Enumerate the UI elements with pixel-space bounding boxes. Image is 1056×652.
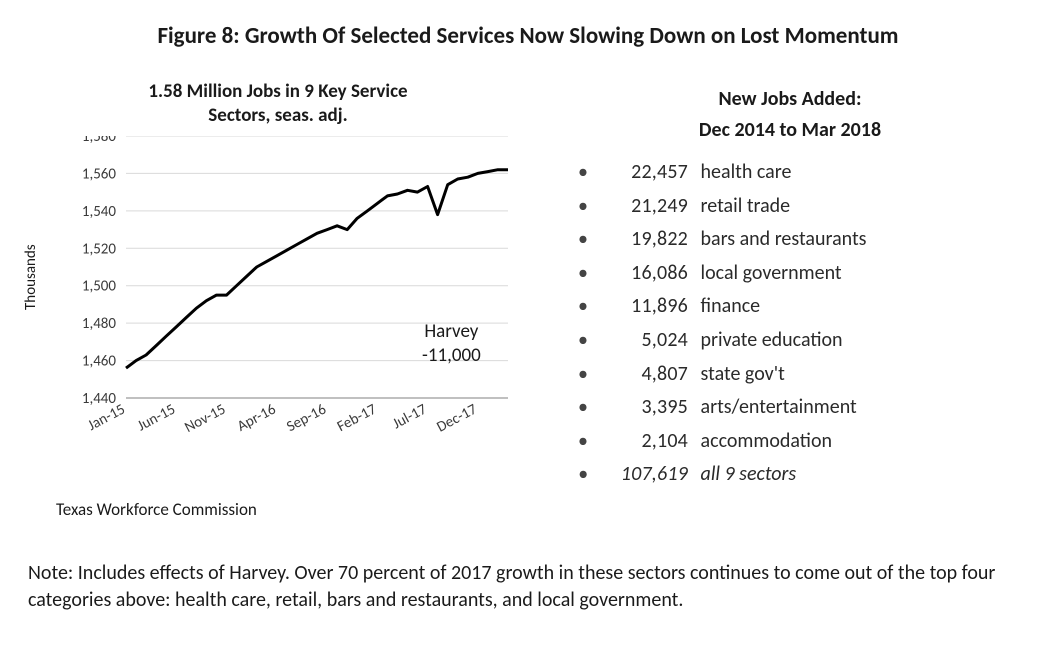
list-item-label: health care [701,160,792,184]
harvey-annotation-line1: Harvey [424,320,478,343]
x-tick-label: Dec-17 [434,400,481,436]
harvey-annotation-line2: -11,000 [422,344,481,367]
y-tick-label: 1,500 [82,277,117,295]
chart-area: 1.58 Million Jobs in 9 Key Service Secto… [28,80,528,520]
list-item-number: 5,024 [602,324,688,358]
x-tick-label: Apr-16 [234,400,279,435]
list-item: 19,822 bars and restaurants [578,223,1010,257]
jobs-list-title-line2: Dec 2014 to Mar 2018 [699,118,881,142]
list-item: 21,249 retail trade [578,190,1010,224]
list-item-label: arts/entertainment [701,395,857,419]
y-tick-label: 1,480 [82,315,117,333]
list-item-number: 16,086 [602,257,688,291]
y-tick-label: 1,460 [82,352,117,370]
jobs-list-title: New Jobs Added: Dec 2014 to Mar 2018 [570,84,1010,146]
list-item: 3,395 arts/entertainment [578,391,1010,425]
figure-title: Figure 8: Growth Of Selected Services No… [0,22,1056,50]
list-item-number: 3,395 [602,391,688,425]
list-item-label: finance [701,294,761,318]
list-item: 4,807 state gov't [578,358,1010,392]
list-item-label: local government [701,261,842,285]
chart-title: 1.58 Million Jobs in 9 Key Service Secto… [28,80,528,128]
footnote-text: Note: Includes effects of Harvey. Over 7… [28,560,1028,614]
list-item-label: bars and restaurants [701,227,867,251]
jobs-list-area: New Jobs Added: Dec 2014 to Mar 2018 22,… [570,84,1010,492]
jobs-list: 22,457 health care21,249 retail trade19,… [570,156,1010,492]
list-item-label: state gov't [701,362,785,386]
list-item-number: 11,896 [602,290,688,324]
list-item: 11,896 finance [578,290,1010,324]
x-tick-label: Jul-17 [390,400,431,433]
chart-source-text: Texas Workforce Commission [56,499,257,520]
list-item-number: 22,457 [602,156,688,190]
list-item-label: private education [701,328,843,352]
y-tick-label: 1,560 [82,165,117,183]
list-item-label: retail trade [701,194,791,218]
x-tick-label: Sep-16 [284,400,330,436]
y-tick-label: 1,520 [82,240,117,258]
list-item-number: 107,619 [602,458,688,492]
list-item-label: accommodation [701,429,832,453]
list-item-number: 21,249 [602,190,688,224]
chart-title-line1: 1.58 Million Jobs in 9 Key Service [148,80,407,103]
chart-title-line2: Sectors, seas. adj. [208,104,347,127]
chart-y-axis-label: Thousands [22,244,40,310]
list-item-total: 107,619 all 9 sectors [578,458,1010,492]
y-tick-label: 1,580 [82,136,117,146]
list-item-label: all 9 sectors [701,462,797,486]
x-tick-label: Jun-15 [135,400,179,435]
list-item-number: 4,807 [602,358,688,392]
y-tick-label: 1,540 [82,202,117,220]
x-tick-label: Nov-15 [182,400,229,436]
harvey-annotation: Harvey -11,000 [422,320,481,368]
list-item: 5,024 private education [578,324,1010,358]
list-item-number: 19,822 [602,223,688,257]
list-item-number: 2,104 [602,425,688,459]
list-item: 22,457 health care [578,156,1010,190]
jobs-list-title-line1: New Jobs Added: [719,87,862,111]
list-item: 16,086 local government [578,257,1010,291]
line-chart-svg: 1,4401,4601,4801,5001,5201,5401,5601,580… [28,136,528,466]
x-tick-label: Feb-17 [334,400,380,436]
list-item: 2,104 accommodation [578,425,1010,459]
